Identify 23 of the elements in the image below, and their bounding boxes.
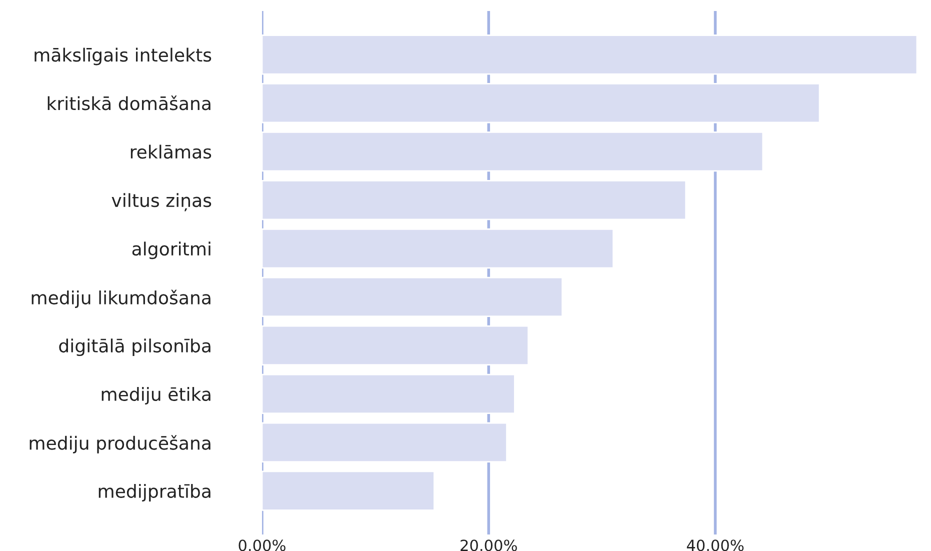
y-tick-label: algoritmi: [132, 242, 210, 260]
x-tick-label: 40.00%: [686, 540, 744, 551]
y-tick-label: reklāmas: [130, 144, 212, 159]
y-tick-label: mediju producēšana: [30, 435, 210, 454]
bar: [262, 276, 563, 318]
bar: [262, 228, 614, 269]
bar: [262, 180, 687, 220]
bar: [262, 470, 435, 511]
bar: [262, 325, 529, 366]
y-tick-label: medijpratība: [98, 484, 210, 502]
y-tick-label: digitālā pilsonība: [59, 338, 210, 356]
bar: [262, 34, 917, 75]
x-tick-label: 0.00%: [238, 540, 286, 551]
y-tick-label: viltus ziņas: [112, 193, 212, 212]
y-tick-label: mediju likumdošana: [32, 290, 210, 308]
x-tick-label: 20.00%: [460, 540, 517, 551]
bar: [262, 422, 508, 462]
y-tick-label: kritiskā domāšana: [48, 96, 210, 110]
bar: [262, 374, 516, 414]
y-tick-label: mediju ētika: [102, 387, 210, 405]
bar: [262, 131, 764, 172]
bar: [262, 83, 820, 124]
y-tick-label: mākslīgais intelekts: [34, 48, 212, 66]
